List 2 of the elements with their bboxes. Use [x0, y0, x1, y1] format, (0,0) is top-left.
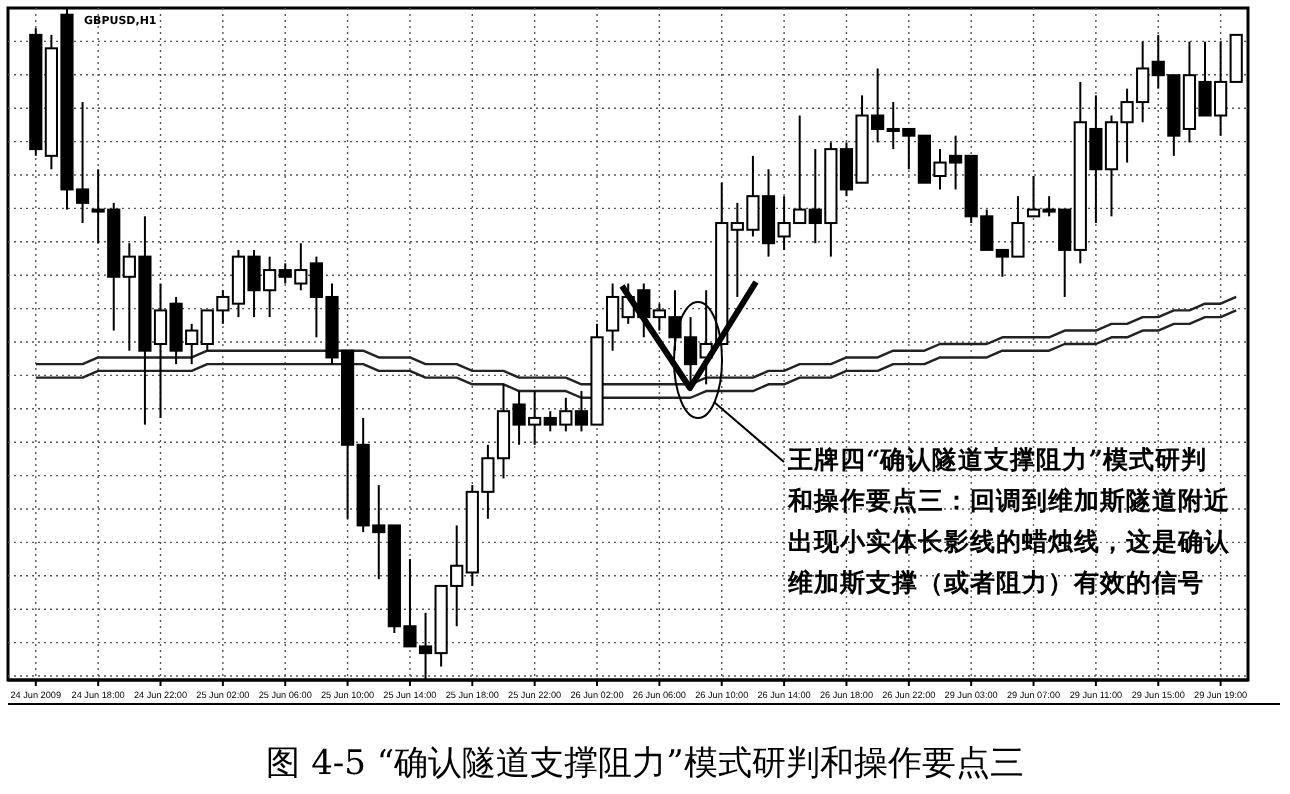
text: 图 4-5 “确认隧道支撑阻力”模式研判和操作要点三 — [266, 744, 1024, 784]
annotation: 王牌四“确认隧道支撑阻力”模式研判和操作要点三：回调到维加斯隧道附近出现小实体长影线的蜡烛线，这是确认维加斯支撑（或者阻力）有效的信号 — [786, 444, 1232, 597]
